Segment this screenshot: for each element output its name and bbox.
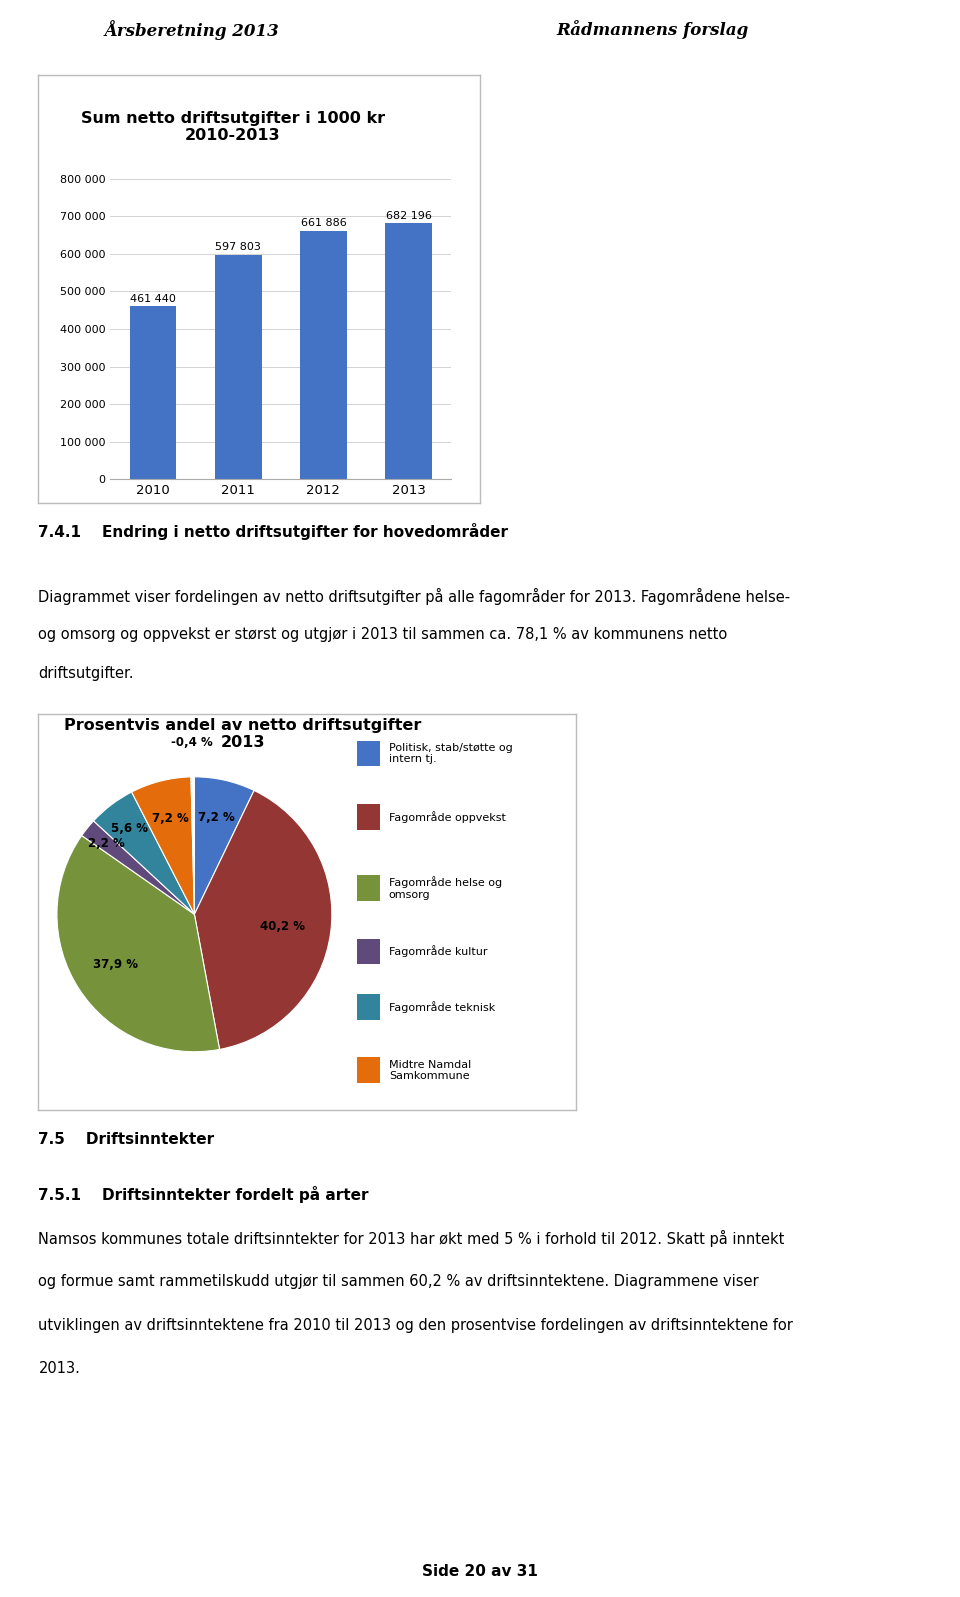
Text: Side 20 av 31: Side 20 av 31 (422, 1563, 538, 1579)
Text: Fagområde teknisk: Fagområde teknisk (389, 1001, 495, 1012)
Text: Årsberetning 2013: Årsberetning 2013 (105, 19, 279, 40)
Text: Diagrammet viser fordelingen av netto driftsutgifter på alle fagområder for 2013: Diagrammet viser fordelingen av netto dr… (38, 588, 790, 605)
Bar (357, 1057, 380, 1083)
Wedge shape (82, 821, 195, 915)
Wedge shape (93, 792, 195, 915)
Bar (357, 993, 380, 1020)
Text: driftsutgifter.: driftsutgifter. (38, 666, 133, 680)
Wedge shape (191, 776, 195, 915)
Wedge shape (57, 835, 220, 1052)
Text: 661 886: 661 886 (300, 219, 347, 228)
Text: 7,2 %: 7,2 % (198, 811, 235, 824)
Bar (215, 256, 262, 479)
Text: 37,9 %: 37,9 % (93, 958, 138, 971)
Text: Fagområde helse og
omsorg: Fagområde helse og omsorg (389, 877, 502, 899)
Text: 2013.: 2013. (38, 1361, 81, 1377)
Bar (357, 875, 380, 901)
Text: 461 440: 461 440 (130, 294, 176, 303)
Text: Prosentvis andel av netto driftsutgifter
2013: Prosentvis andel av netto driftsutgifter… (64, 717, 421, 751)
Text: Politisk, stab/støtte og
intern tj.: Politisk, stab/støtte og intern tj. (389, 743, 513, 765)
Text: 7.4.1    Endring i netto driftsutgifter for hovedområder: 7.4.1 Endring i netto driftsutgifter for… (38, 522, 509, 540)
Text: Midtre Namdal
Samkommune: Midtre Namdal Samkommune (389, 1059, 471, 1081)
Wedge shape (195, 791, 332, 1049)
Text: 682 196: 682 196 (386, 211, 432, 220)
Bar (357, 803, 380, 830)
Text: Fagområde kultur: Fagområde kultur (389, 945, 488, 958)
Text: 40,2 %: 40,2 % (260, 920, 305, 933)
Bar (357, 741, 380, 767)
Text: Fagområde oppvekst: Fagområde oppvekst (389, 811, 506, 822)
Bar (300, 230, 347, 479)
Wedge shape (132, 776, 195, 915)
Text: 5,6 %: 5,6 % (111, 822, 148, 835)
Text: 2,2 %: 2,2 % (88, 837, 125, 850)
Text: og formue samt rammetilskudd utgjør til sammen 60,2 % av driftsinntektene. Diagr: og formue samt rammetilskudd utgjør til … (38, 1274, 759, 1289)
Text: 7.5.1    Driftsinntekter fordelt på arter: 7.5.1 Driftsinntekter fordelt på arter (38, 1187, 369, 1203)
Text: 597 803: 597 803 (215, 243, 261, 252)
Bar (385, 224, 432, 479)
Text: 7,2 %: 7,2 % (152, 811, 188, 826)
Bar (357, 939, 380, 965)
Text: og omsorg og oppvekst er størst og utgjør i 2013 til sammen ca. 78,1 % av kommun: og omsorg og oppvekst er størst og utgjø… (38, 626, 728, 642)
Text: 7.5    Driftsinntekter: 7.5 Driftsinntekter (38, 1132, 214, 1147)
Text: utviklingen av driftsinntektene fra 2010 til 2013 og den prosentvise fordelingen: utviklingen av driftsinntektene fra 2010… (38, 1318, 793, 1332)
Text: Rådmannens forslag: Rådmannens forslag (557, 21, 749, 40)
Text: Sum netto driftsutgifter i 1000 kr
2010-2013: Sum netto driftsutgifter i 1000 kr 2010-… (81, 110, 385, 144)
Bar (130, 307, 177, 479)
Text: Namsos kommunes totale driftsinntekter for 2013 har økt med 5 % i forhold til 20: Namsos kommunes totale driftsinntekter f… (38, 1230, 784, 1247)
Wedge shape (195, 776, 254, 915)
Text: -0,4 %: -0,4 % (172, 736, 213, 749)
